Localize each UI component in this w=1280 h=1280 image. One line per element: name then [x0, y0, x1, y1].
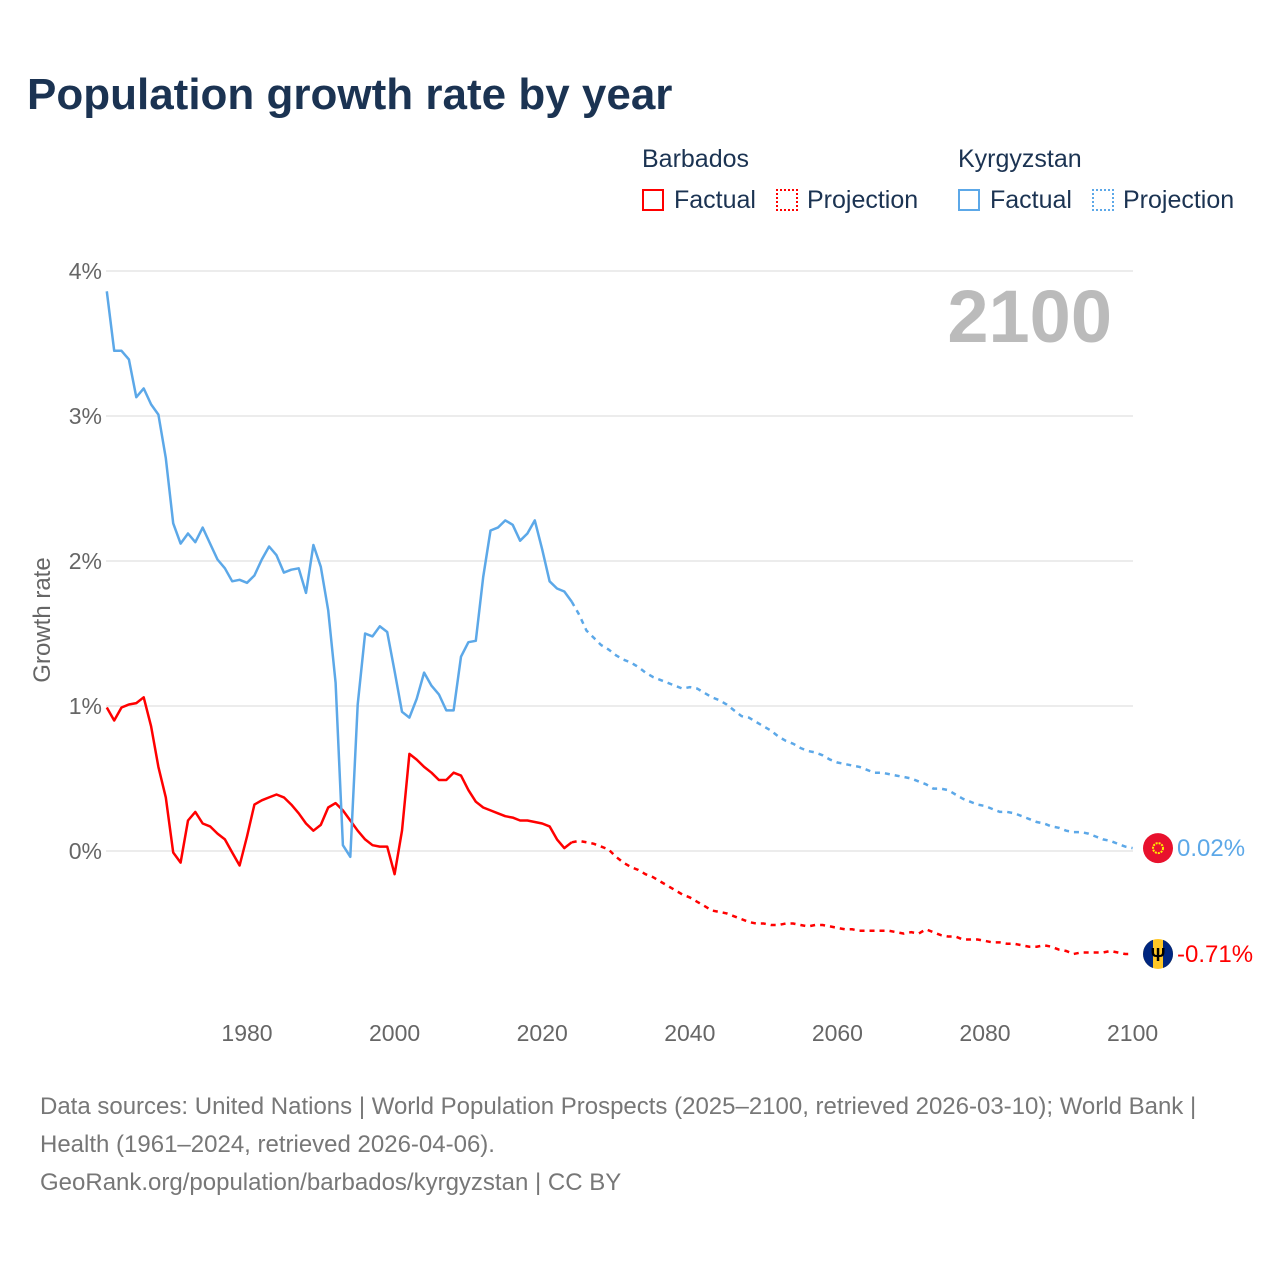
- x-tick-label: 1980: [221, 1020, 272, 1046]
- legend-swatch-kyrgyzstan-projection: [1092, 189, 1114, 211]
- y-axis-label: Growth rate: [29, 557, 56, 682]
- x-tick-label: 2060: [812, 1020, 863, 1046]
- barbados-projection-line: [571, 839, 1133, 956]
- kyrgyzstan-end-value: 0.02%: [1177, 835, 1245, 862]
- flag-band-right: [1163, 939, 1173, 969]
- trident: Ψ: [1151, 945, 1166, 965]
- kyrgyzstan-factual-line: [105, 291, 573, 859]
- y-tick-label: 4%: [69, 258, 102, 284]
- flag-background: [1143, 833, 1173, 864]
- legend-label-kyrgyzstan-factual: Factual: [990, 186, 1072, 214]
- legend-swatch-barbados-projection: [776, 189, 798, 211]
- flag-band-left: [1143, 939, 1153, 969]
- footer: Data sources: United Nations | World Pop…: [40, 1088, 1240, 1202]
- barbados-factual-line: [105, 696, 573, 876]
- legend-swatch-kyrgyzstan-factual: [958, 189, 980, 211]
- y-tick-label: 3%: [69, 403, 102, 429]
- barbados-flag-icon: Ψ: [1143, 938, 1173, 969]
- legend-label-barbados-projection: Projection: [807, 186, 919, 214]
- y-tick-label: 0%: [69, 838, 102, 864]
- y-tick-label: 2%: [69, 548, 102, 574]
- source-link[interactable]: GeoRank.org/population/barbados/kyrgyzst…: [40, 1169, 622, 1196]
- x-tick-label: 2020: [517, 1020, 568, 1046]
- x-tick-label: 2040: [664, 1020, 715, 1046]
- x-tick-label: 2000: [369, 1020, 420, 1046]
- y-tick-label: 1%: [69, 693, 102, 719]
- kyrgyzstan-flag-icon: [1143, 833, 1173, 864]
- line-chart: 0% 1% 2% 3% 4% 1980 2000 2020 2040 2060 2080 2100 2…: [29, 258, 1253, 1046]
- data-sources: Data sources: United Nations | World Pop…: [40, 1093, 1197, 1158]
- legend-swatch-barbados-factual: [642, 189, 664, 211]
- barbados-end-value: -0.71%: [1177, 941, 1253, 968]
- kyrgyzstan-projection-line: [570, 600, 1133, 850]
- flag-sun: [1152, 842, 1164, 855]
- x-tick-label: 2100: [1107, 1020, 1158, 1046]
- legend-group-barbados: Barbados: [642, 145, 750, 173]
- legend-label-barbados-factual: Factual: [674, 186, 756, 214]
- year-label: 2100: [947, 275, 1112, 358]
- legend-label-kyrgyzstan-projection: Projection: [1123, 186, 1235, 214]
- x-tick-label: 2080: [959, 1020, 1010, 1046]
- legend-group-kyrgyzstan: Kyrgyzstan: [958, 145, 1082, 173]
- chart-title: Population growth rate by year: [27, 70, 673, 119]
